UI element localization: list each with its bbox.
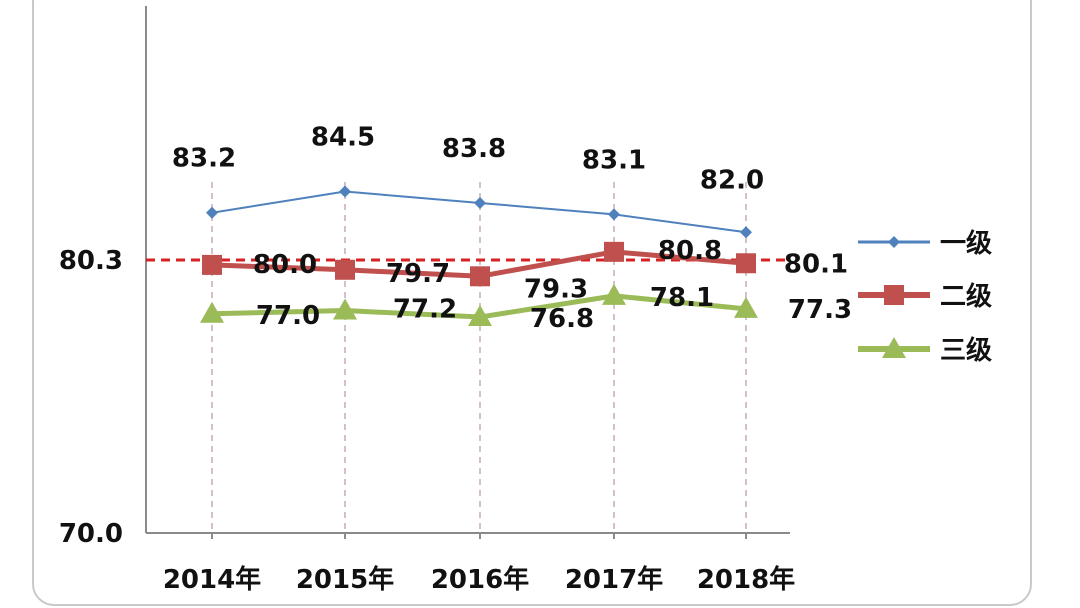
legend-marker-2 [884, 285, 904, 305]
legend-label-1: 一级 [940, 228, 992, 259]
x-tick-label-3: 2016年 [431, 564, 529, 595]
x-tick-label-1: 2014年 [163, 564, 261, 595]
x-tick-label-4: 2017年 [565, 564, 663, 595]
series-3-point-5 [734, 296, 758, 318]
series-2-label-5: 80.1 [784, 249, 848, 279]
series-2-label-2: 79.7 [386, 259, 450, 289]
x-tick-label-5: 2018年 [697, 564, 795, 595]
series-2-point-5 [736, 253, 756, 274]
series-3-label-5: 77.3 [788, 295, 852, 325]
series-3-point-4 [602, 283, 626, 305]
series-2-label-1: 80.0 [253, 250, 317, 280]
series-3-point-2 [333, 298, 357, 320]
series-1-point-4 [608, 208, 620, 221]
series-3-point-3 [468, 305, 492, 327]
series-3-label-1: 77.0 [256, 301, 320, 331]
series-1-point-1 [206, 206, 218, 219]
series-2-point-3 [470, 266, 490, 287]
legend-marker-1 [888, 236, 900, 248]
series-1-point-2 [339, 185, 351, 198]
series-3-label-4: 78.1 [650, 283, 714, 313]
x-tick-label-2: 2015年 [296, 564, 394, 595]
series-1-label-5: 82.0 [700, 165, 764, 195]
legend-label-3: 三级 [940, 335, 992, 366]
series-3-label-2: 77.2 [393, 295, 457, 325]
series-2-point-1 [202, 254, 222, 275]
series-line-1 [211, 190, 747, 234]
chart-frame [32, 0, 1032, 606]
series-3-label-3: 76.8 [530, 304, 594, 334]
series-1-label-3: 83.8 [442, 134, 506, 164]
series-2-label-4: 80.8 [658, 236, 722, 266]
series-1-point-5 [740, 226, 752, 239]
y-tick-label-1: 70.0 [59, 519, 123, 549]
series-3-point-1 [200, 301, 224, 323]
legend-marker-3 [882, 337, 906, 358]
series-1-label-2: 84.5 [311, 123, 375, 153]
y-tick-label-2: 80.3 [59, 246, 123, 276]
series-2-point-4 [604, 241, 624, 262]
series-2-point-2 [335, 259, 355, 280]
legend-label-2: 二级 [940, 281, 992, 312]
series-1-label-1: 83.2 [172, 144, 236, 174]
series-1-point-3 [474, 196, 486, 209]
series-1-label-4: 83.1 [582, 145, 646, 175]
